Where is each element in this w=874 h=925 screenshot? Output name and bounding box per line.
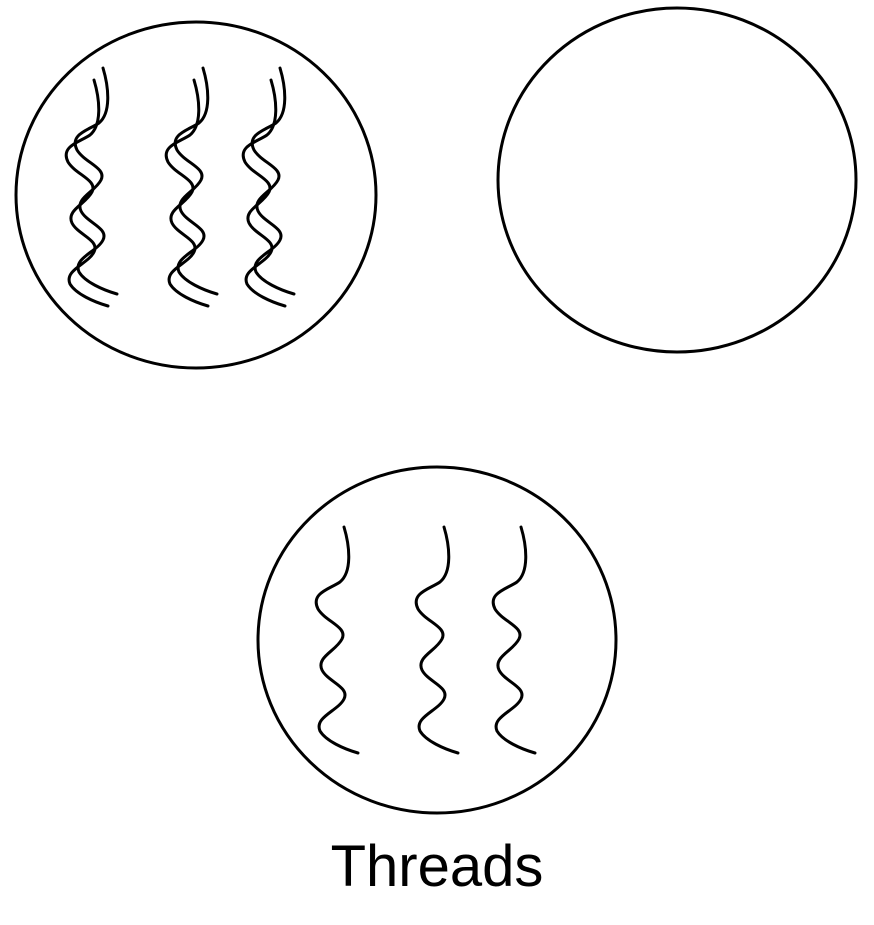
processes-layer <box>14 6 858 815</box>
thread-line <box>73 66 119 296</box>
process-circle <box>256 465 618 815</box>
thread-line <box>241 78 287 308</box>
process-3 <box>256 465 618 815</box>
thread-line <box>491 525 537 755</box>
process-circle <box>496 6 858 354</box>
process-circle <box>14 20 378 370</box>
thread-line <box>64 78 110 308</box>
diagram-caption: Threads <box>330 834 544 899</box>
process-2 <box>73 6 858 354</box>
thread-line <box>164 78 210 308</box>
thread-line <box>414 525 460 755</box>
thread-line <box>314 525 360 755</box>
thread-line <box>173 66 219 296</box>
process-1 <box>14 20 378 370</box>
thread-line <box>250 66 296 296</box>
